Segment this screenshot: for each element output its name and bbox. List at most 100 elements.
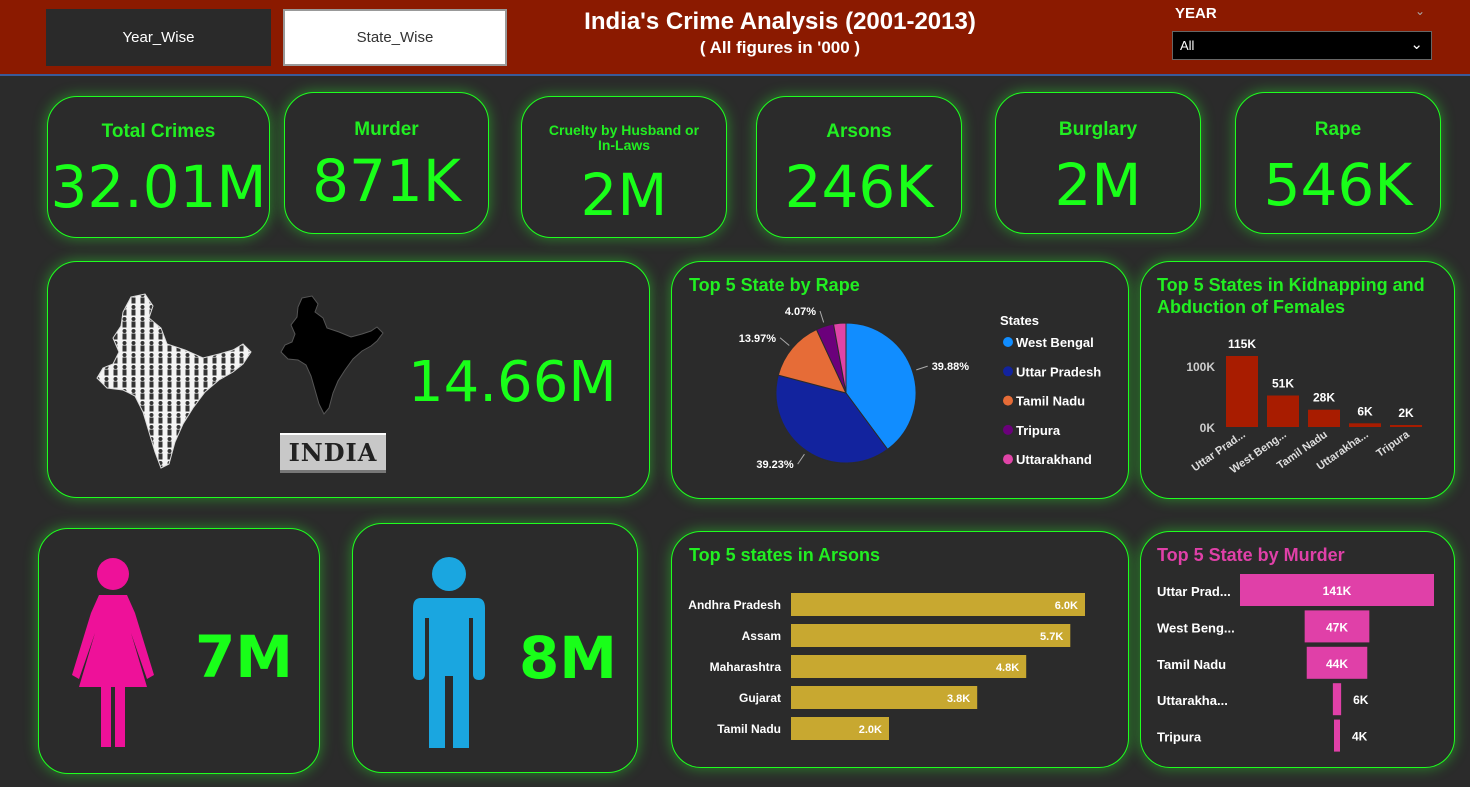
pie-legend-marker <box>1003 454 1013 465</box>
pie-leader-line <box>779 337 790 346</box>
arsons-data-label: 3.8K <box>947 693 970 705</box>
pie-data-label: 13.97% <box>739 333 777 345</box>
pie-data-label: 39.88% <box>932 361 970 373</box>
header-bar: Year_Wise State_Wise India's Crime Analy… <box>0 0 1470 76</box>
kpi-murder-label: Murder <box>354 119 419 140</box>
murder-data-label: 141K <box>1323 584 1352 598</box>
arsons-category-label: Andhra Pradesh <box>688 598 781 612</box>
arsons-category-label: Assam <box>742 629 781 643</box>
title-main: India's Crime Analysis (2001-2013) <box>584 8 976 35</box>
kidnap-bar <box>1226 356 1258 427</box>
dashboard-title: India's Crime Analysis (2001-2013) ( All… <box>530 8 1030 58</box>
pie-leader-line <box>819 310 825 323</box>
india-total-card: INDIA 14.66M <box>47 261 650 498</box>
murder-data-label: 6K <box>1353 693 1369 707</box>
pie-leader-line <box>916 365 928 371</box>
pie-leader-line <box>797 453 805 465</box>
arsons-bar <box>791 593 1085 616</box>
arsons-bar <box>791 717 889 740</box>
arsons-bar-card: Top 5 states in Arsons Andhra Pradesh 6.0… <box>671 531 1129 768</box>
female-value: 7M <box>194 623 294 691</box>
arsons-bar-chart: Andhra Pradesh 6.0K Assam 5.7K Maharashtra 4.… <box>688 593 1085 740</box>
murder-bar <box>1304 610 1370 643</box>
murder-bar-chart: Uttar Prad... 141K West Beng... 47K Tamil Na… <box>1157 574 1434 752</box>
pie-legend-marker <box>1003 337 1013 347</box>
kpi-cruelty-label: Cruelty by Husband or In-Laws <box>548 122 700 153</box>
kpi-burglary-label: Burglary <box>1058 119 1138 140</box>
murder-bar <box>1306 646 1368 679</box>
pie-legend-label: Tamil Nadu <box>1016 394 1085 409</box>
kpi-cruelty-value: 2M <box>580 161 668 229</box>
rape-pie-chart: 39.88% 39.23% 13.97% 4.07% States West Bengal… <box>739 306 1102 471</box>
kidnap-bar-title: Top 5 States in Kidnapping and Abduction… <box>1157 275 1425 317</box>
kidnap-ytick: 0K <box>1200 421 1216 435</box>
pie-legend-title: States <box>1000 313 1039 328</box>
india-caption: INDIA <box>280 433 386 473</box>
pie-legend-marker <box>1003 395 1013 406</box>
arsons-data-label: 4.8K <box>996 662 1019 674</box>
male-value: 8M <box>518 624 618 692</box>
year-slicer-label: YEAR <box>1175 5 1217 22</box>
kidnap-bar-card: Top 5 States in Kidnapping and Abduction… <box>1140 261 1455 499</box>
year-wise-button[interactable]: Year_Wise <box>46 9 271 66</box>
kpi-arsons-value: 246K <box>784 153 934 221</box>
kidnap-data-label: 6K <box>1357 404 1373 418</box>
india-total-value: 14.66M <box>408 350 617 415</box>
murder-bar-title: Top 5 State by Murder <box>1157 545 1345 565</box>
murder-category-label: Tripura <box>1157 730 1202 745</box>
state-wise-button[interactable]: State_Wise <box>283 9 507 66</box>
kpi-murder: Murder 871K <box>284 92 489 234</box>
female-icon <box>72 558 154 747</box>
kpi-total-crimes: Total Crimes 32.01M <box>47 96 270 238</box>
arsons-category-label: Tamil Nadu <box>717 722 781 736</box>
arsons-data-label: 6.0K <box>1055 600 1078 612</box>
murder-bar <box>1240 574 1434 606</box>
murder-category-label: West Beng... <box>1157 620 1235 635</box>
murder-category-label: Uttarakha... <box>1157 693 1228 708</box>
kpi-total-crimes-value: 32.01M <box>50 153 267 221</box>
slicer-collapse-icon[interactable]: ⌄ <box>1415 4 1426 18</box>
title-sub: ( All figures in '000 ) <box>699 38 861 57</box>
arsons-bar <box>791 686 978 709</box>
pie-slice <box>777 328 847 394</box>
kpi-cruelty: Cruelty by Husband or In-Laws 2M <box>521 96 727 238</box>
kpi-murder-value: 871K <box>312 147 461 215</box>
pie-data-label: 4.07% <box>785 306 816 318</box>
year-slicer-dropdown[interactable]: All ⌄ <box>1172 31 1432 60</box>
kpi-burglary: Burglary 2M <box>995 92 1201 234</box>
kidnap-data-label: 2K <box>1398 406 1414 420</box>
india-people-map-icon <box>96 293 252 469</box>
male-icon <box>413 557 485 748</box>
kpi-rape-value: 546K <box>1263 151 1413 219</box>
chevron-down-icon: ⌄ <box>1410 36 1423 53</box>
pie-legend-label: Tripura <box>1016 423 1061 438</box>
murder-bar-card: Top 5 State by Murder Uttar Prad... 141K W… <box>1140 531 1455 768</box>
pie-legend-marker <box>1003 366 1013 377</box>
murder-data-label: 4K <box>1352 730 1368 744</box>
kpi-rape-label: Rape <box>1314 119 1362 140</box>
murder-data-label: 44K <box>1326 657 1348 671</box>
kidnap-bar <box>1308 409 1340 427</box>
pie-slice <box>845 322 917 451</box>
murder-bar <box>1334 719 1340 752</box>
rape-pie-card: Top 5 State by Rape 39.88% 39.23% 13.97% 4.… <box>671 261 1129 499</box>
murder-data-label: 47K <box>1326 620 1348 634</box>
arsons-data-label: 5.7K <box>1040 631 1063 643</box>
male-card: 8M <box>352 523 638 773</box>
kidnap-category-label: Tripura <box>1374 428 1412 460</box>
kidnap-data-label: 28K <box>1313 391 1335 405</box>
arsons-category-label: Maharashtra <box>710 660 782 674</box>
kidnap-bar <box>1267 395 1299 427</box>
murder-category-label: Uttar Prad... <box>1157 584 1231 599</box>
india-map-silhouette-icon <box>280 295 384 415</box>
female-card: 7M <box>38 528 320 774</box>
kpi-total-crimes-label: Total Crimes <box>101 121 216 142</box>
pie-legend-label: Uttarakhand <box>1016 452 1092 467</box>
kpi-arsons-label: Arsons <box>826 121 892 142</box>
kidnap-ytick: 100K <box>1186 360 1215 374</box>
pie-slice <box>775 374 889 464</box>
arsons-data-label: 2.0K <box>859 724 882 736</box>
pie-legend-marker <box>1003 424 1013 435</box>
arsons-bar <box>791 624 1071 647</box>
